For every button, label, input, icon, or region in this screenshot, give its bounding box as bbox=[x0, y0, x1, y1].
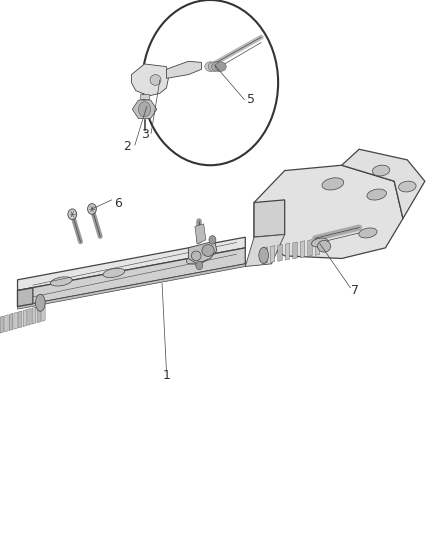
Ellipse shape bbox=[35, 294, 45, 311]
Polygon shape bbox=[42, 304, 45, 321]
Polygon shape bbox=[308, 239, 312, 256]
Polygon shape bbox=[9, 313, 13, 330]
Ellipse shape bbox=[318, 240, 331, 252]
Ellipse shape bbox=[259, 247, 268, 263]
Polygon shape bbox=[315, 238, 320, 255]
Polygon shape bbox=[188, 241, 217, 264]
Polygon shape bbox=[0, 316, 4, 333]
Text: 1: 1 bbox=[162, 369, 170, 382]
Polygon shape bbox=[140, 94, 149, 99]
Ellipse shape bbox=[50, 277, 72, 286]
Ellipse shape bbox=[399, 181, 416, 192]
Polygon shape bbox=[245, 235, 285, 266]
Polygon shape bbox=[28, 308, 31, 325]
Polygon shape bbox=[23, 310, 27, 327]
Ellipse shape bbox=[150, 75, 161, 85]
Circle shape bbox=[68, 209, 77, 220]
Circle shape bbox=[138, 102, 151, 117]
Text: 6: 6 bbox=[114, 197, 122, 210]
Circle shape bbox=[209, 236, 216, 244]
Polygon shape bbox=[131, 64, 169, 96]
Ellipse shape bbox=[103, 268, 125, 278]
Polygon shape bbox=[14, 312, 18, 329]
Polygon shape bbox=[270, 246, 275, 263]
Polygon shape bbox=[37, 305, 40, 322]
Polygon shape bbox=[18, 248, 245, 306]
Ellipse shape bbox=[186, 255, 208, 264]
Polygon shape bbox=[18, 237, 245, 290]
Circle shape bbox=[196, 261, 203, 270]
Polygon shape bbox=[18, 264, 245, 309]
Text: 5: 5 bbox=[247, 93, 255, 106]
Polygon shape bbox=[18, 288, 33, 306]
Polygon shape bbox=[285, 243, 290, 260]
Text: 3: 3 bbox=[141, 128, 149, 141]
Ellipse shape bbox=[202, 245, 214, 256]
Polygon shape bbox=[195, 224, 206, 244]
Polygon shape bbox=[32, 307, 36, 324]
Ellipse shape bbox=[191, 251, 201, 261]
Polygon shape bbox=[166, 61, 201, 78]
Ellipse shape bbox=[215, 62, 226, 71]
Polygon shape bbox=[132, 100, 157, 118]
Polygon shape bbox=[293, 242, 297, 259]
Ellipse shape bbox=[208, 62, 219, 71]
Ellipse shape bbox=[367, 189, 386, 200]
Polygon shape bbox=[278, 244, 282, 261]
Ellipse shape bbox=[311, 238, 328, 247]
Ellipse shape bbox=[359, 228, 377, 238]
Polygon shape bbox=[342, 149, 425, 219]
Ellipse shape bbox=[205, 62, 215, 71]
Polygon shape bbox=[263, 247, 267, 264]
Text: 2: 2 bbox=[124, 140, 131, 153]
Polygon shape bbox=[254, 165, 403, 259]
Polygon shape bbox=[254, 200, 285, 237]
Polygon shape bbox=[18, 311, 22, 328]
Polygon shape bbox=[300, 241, 305, 258]
Polygon shape bbox=[5, 315, 8, 332]
Ellipse shape bbox=[322, 178, 344, 190]
Text: 7: 7 bbox=[351, 284, 359, 297]
Ellipse shape bbox=[372, 165, 390, 176]
Ellipse shape bbox=[212, 62, 223, 71]
Circle shape bbox=[88, 204, 96, 214]
